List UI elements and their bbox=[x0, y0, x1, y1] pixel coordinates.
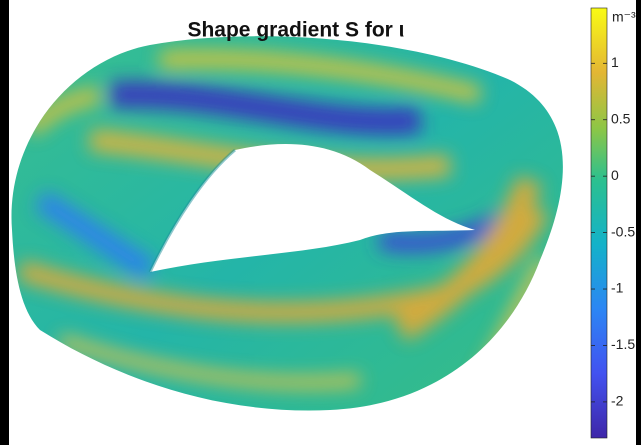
colorbar-tick-label: -2 bbox=[611, 393, 624, 409]
colorbar-tick-label: -1 bbox=[611, 280, 624, 296]
colorbar-tick-label: 0.5 bbox=[611, 110, 631, 126]
colorbar-tick-label: -0.5 bbox=[611, 223, 635, 239]
chart-title: Shape gradient S for ι bbox=[187, 19, 404, 42]
chart: Shape gradient S for ι m⁻³ 1 0.5 0 -0.5 -1 -1… bbox=[0, 0, 641, 445]
colorbar-label: m⁻³ bbox=[612, 9, 636, 25]
frame-edge bbox=[0, 0, 9, 445]
frame-edge bbox=[636, 0, 641, 445]
colorbar bbox=[591, 8, 607, 438]
colorbar-tick-label: 0 bbox=[611, 167, 619, 183]
colorbar-tick-label: 1 bbox=[611, 54, 619, 70]
colorbar-tick-label: -1.5 bbox=[611, 336, 635, 352]
